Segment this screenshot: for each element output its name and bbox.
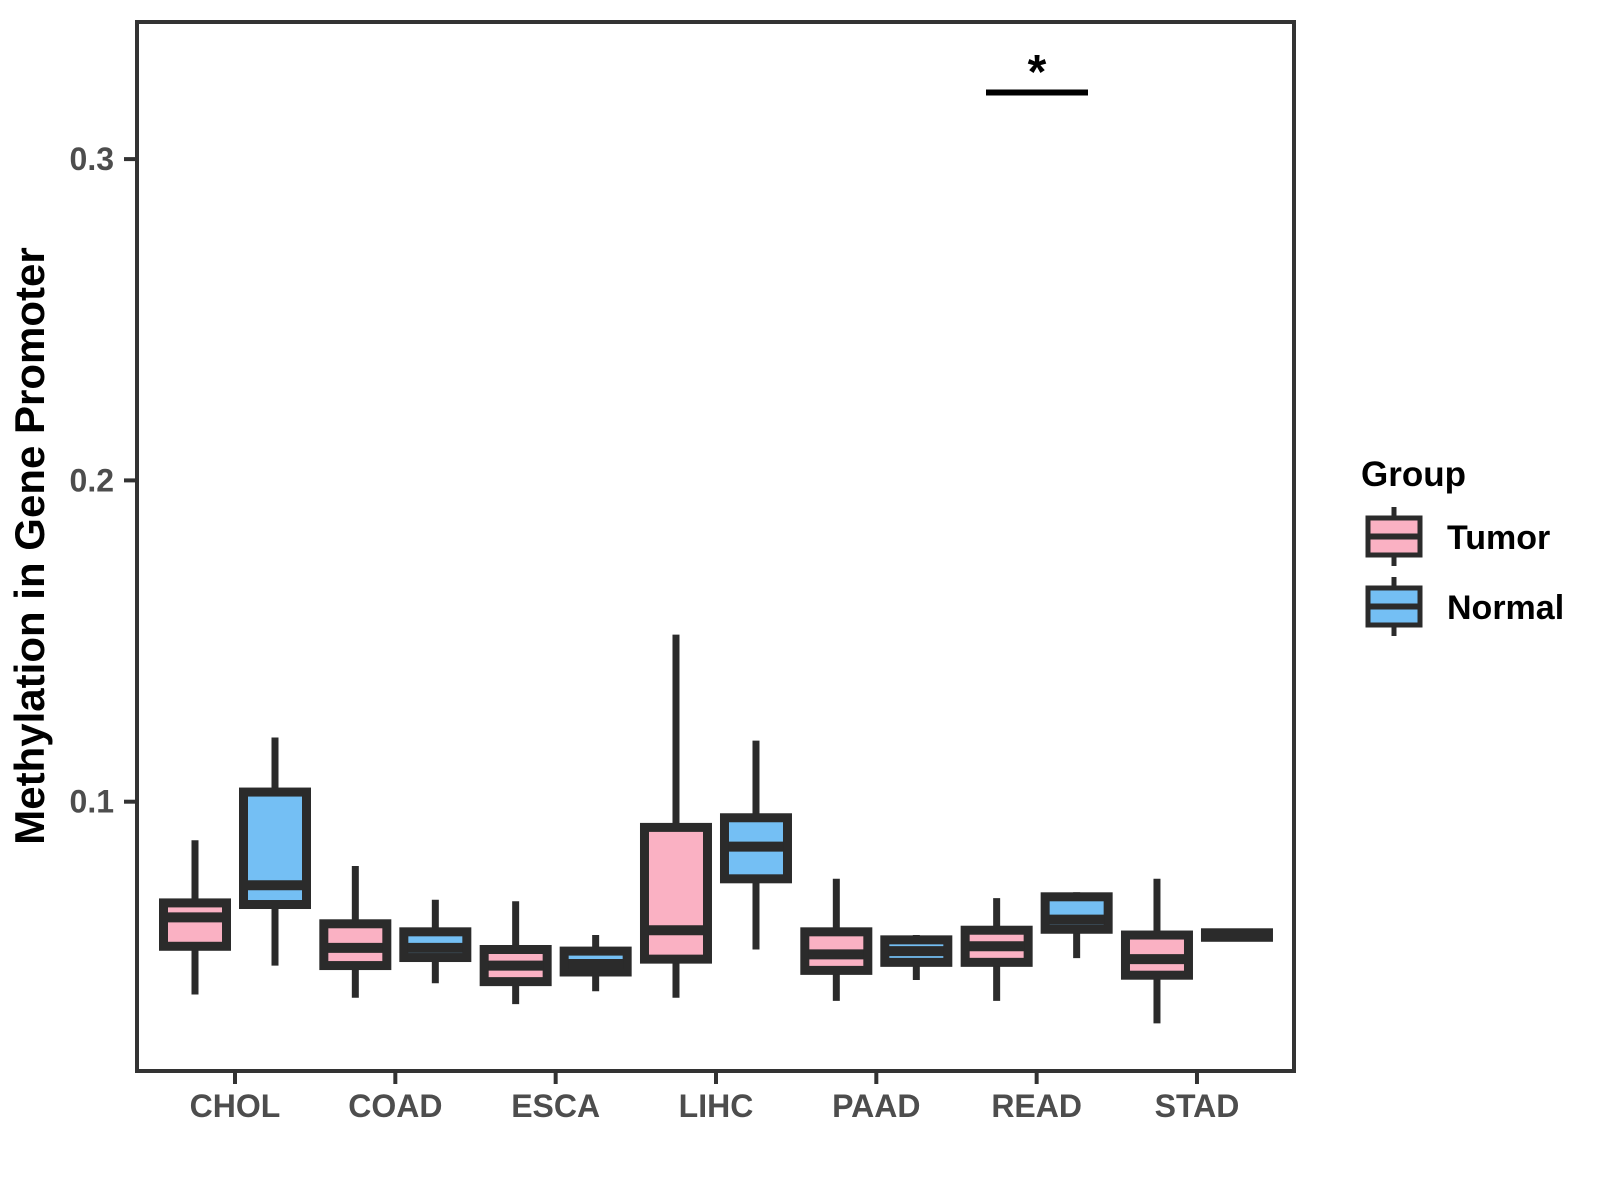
boxplot-READ-tumor bbox=[960, 898, 1033, 1001]
boxplot-LIHC-normal bbox=[719, 740, 792, 950]
boxplot-CHOL-tumor bbox=[159, 840, 231, 995]
iqr-box bbox=[639, 822, 712, 964]
x-axis-label-LIHC: LIHC bbox=[679, 1088, 754, 1124]
boxplot-PAAD-tumor bbox=[800, 878, 873, 1001]
y-tick-label-0.1: 0.1 bbox=[70, 784, 114, 820]
legend-item-tumor: Tumor bbox=[1365, 507, 1550, 566]
boxplot-READ-normal bbox=[1040, 892, 1113, 959]
boxplot-COAD-tumor bbox=[319, 865, 392, 998]
normal-boxplot-glyph-icon bbox=[1365, 577, 1423, 636]
significance-star: * bbox=[1028, 46, 1047, 99]
y-tick-label-0.3: 0.3 bbox=[70, 141, 114, 177]
boxplot-STAD-normal bbox=[1200, 928, 1273, 942]
x-axis-label-ESCA: ESCA bbox=[511, 1088, 600, 1124]
iqr-box bbox=[159, 898, 231, 951]
legend-label-normal: Normal bbox=[1447, 589, 1564, 627]
boxplot-ESCA-tumor bbox=[479, 901, 552, 1005]
boxplot-STAD-tumor bbox=[1120, 878, 1193, 1024]
boxplot-PAAD-normal bbox=[880, 935, 953, 981]
boxplot-COAD-normal bbox=[399, 899, 472, 984]
x-axis-label-STAD: STAD bbox=[1155, 1088, 1240, 1124]
x-axis-label-PAAD: PAAD bbox=[832, 1088, 920, 1124]
axes-layer: 0.1 0.2 0.3 CHOL COAD ESCA LIHC PAAD READ STAD bbox=[70, 141, 1240, 1124]
legend-title: Group bbox=[1361, 455, 1466, 494]
plot-panel-border bbox=[135, 20, 1296, 1073]
boxplot-LIHC-tumor bbox=[639, 634, 712, 998]
significance-annotation: * bbox=[986, 46, 1088, 99]
boxplot-CHOL-normal bbox=[239, 737, 311, 966]
y-tick-label-0.2: 0.2 bbox=[70, 462, 114, 498]
legend-label-tumor: Tumor bbox=[1447, 519, 1550, 557]
x-axis-label-COAD: COAD bbox=[348, 1088, 442, 1124]
legend: Group Tumor Normal bbox=[1361, 455, 1564, 636]
x-axis-label-READ: READ bbox=[991, 1088, 1082, 1124]
x-axis-label-CHOL: CHOL bbox=[190, 1088, 281, 1124]
boxplot-layer bbox=[159, 634, 1273, 1024]
y-axis-title: Methylation in Gene Promoter bbox=[6, 247, 53, 844]
boxplot-ESCA-normal bbox=[559, 935, 632, 992]
legend-item-normal: Normal bbox=[1365, 577, 1564, 636]
tumor-boxplot-glyph-icon bbox=[1365, 507, 1423, 566]
